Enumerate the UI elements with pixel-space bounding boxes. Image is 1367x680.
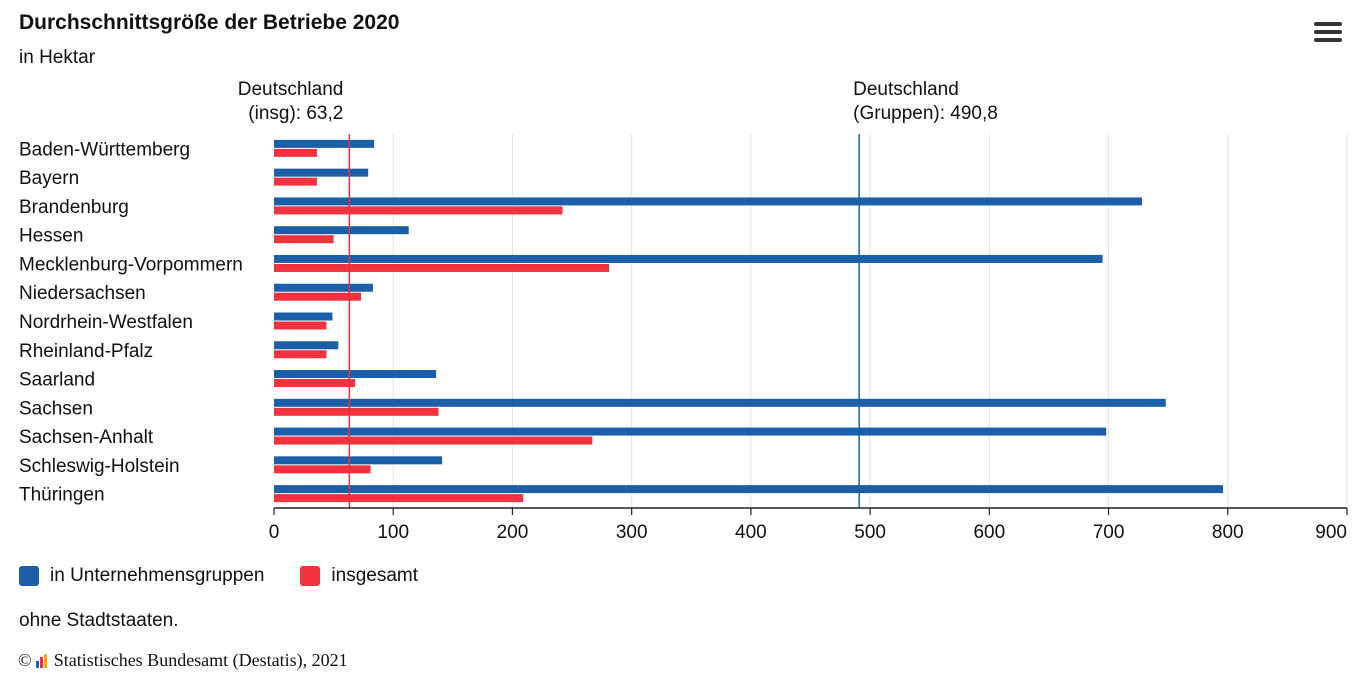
grid-lines	[392, 134, 1348, 508]
bar-insgesamt[interactable]	[274, 235, 334, 244]
bar-unternehmensgruppen[interactable]	[274, 485, 1224, 494]
bars	[274, 139, 1224, 503]
bar-unternehmensgruppen[interactable]	[274, 370, 437, 379]
x-tick-label: 800	[1212, 522, 1244, 543]
x-tick-label: 500	[854, 522, 886, 543]
bar-chart: Deutschland (insg): 63,2 Deutschland (Grupp…	[19, 79, 1348, 543]
legend-swatch-red	[300, 566, 321, 586]
category-label: Mecklenburg-Vorpommern	[19, 254, 243, 275]
category-label: Sachsen-Anhalt	[19, 427, 154, 448]
chart-title: Durchschnittsgröße der Betriebe 2020	[19, 11, 400, 34]
reference-label: Deutschland	[238, 79, 344, 100]
category-label: Rheinland-Pfalz	[19, 341, 153, 362]
bar-unternehmensgruppen[interactable]	[274, 456, 443, 465]
bar-insgesamt[interactable]	[274, 494, 524, 503]
legend-label: insgesamt	[331, 565, 419, 586]
reference-label: Deutschland	[853, 79, 959, 100]
bar-unternehmensgruppen[interactable]	[274, 226, 409, 235]
bar-insgesamt[interactable]	[274, 407, 439, 416]
bar-unternehmensgruppen[interactable]	[274, 139, 375, 148]
x-tick-label: 900	[1315, 522, 1347, 543]
category-label: Bayern	[19, 168, 79, 189]
bar-unternehmensgruppen[interactable]	[274, 283, 373, 292]
x-tick-label: 100	[377, 522, 409, 543]
bar-insgesamt[interactable]	[274, 148, 317, 157]
bar-unternehmensgruppen[interactable]	[274, 341, 339, 350]
category-label: Niedersachsen	[19, 283, 146, 304]
bar-unternehmensgruppen[interactable]	[274, 168, 369, 177]
bar-insgesamt[interactable]	[274, 321, 327, 330]
bar-insgesamt[interactable]	[274, 436, 593, 445]
bar-unternehmensgruppen[interactable]	[274, 312, 333, 321]
category-label: Nordrhein-Westfalen	[19, 312, 193, 333]
legend: in Unternehmensgruppen insgesamt	[19, 565, 454, 587]
bar-insgesamt[interactable]	[274, 350, 327, 359]
chart-subtitle: in Hektar	[19, 47, 96, 68]
category-label: Thüringen	[19, 485, 105, 506]
bar-insgesamt[interactable]	[274, 379, 356, 388]
x-tick-label: 600	[973, 522, 1005, 543]
bar-unternehmensgruppen[interactable]	[274, 197, 1142, 206]
source-credit: © Statistisches Bundesamt (Destatis), 20…	[18, 650, 348, 671]
category-label: Schleswig-Holstein	[19, 456, 180, 477]
category-labels: Baden-Württemberg Bayern Brandenburg Hessen…	[19, 139, 243, 505]
bar-insgesamt[interactable]	[274, 292, 362, 301]
x-tick-label: 400	[735, 522, 767, 543]
reference-lines: Deutschland (insg): 63,2 Deutschland (Grupp…	[238, 79, 998, 508]
legend-item-insgesamt[interactable]: insgesamt	[300, 565, 418, 587]
bar-unternehmensgruppen[interactable]	[274, 398, 1166, 407]
category-label: Baden-Württemberg	[19, 139, 190, 160]
footnote: ohne Stadtstaaten.	[19, 610, 179, 631]
bar-insgesamt[interactable]	[274, 177, 317, 186]
destatis-logo-icon	[35, 653, 48, 668]
category-label: Saarland	[19, 370, 95, 391]
x-axis: 0 100 200 300 400 500 600 700 800 900	[269, 507, 1348, 543]
hamburger-menu-icon[interactable]	[1314, 22, 1342, 44]
bar-unternehmensgruppen[interactable]	[274, 254, 1103, 263]
copyright-symbol: ©	[18, 650, 32, 670]
bar-unternehmensgruppen[interactable]	[274, 427, 1107, 436]
bar-insgesamt[interactable]	[274, 206, 563, 215]
category-label: Sachsen	[19, 398, 93, 419]
reference-value: (Gruppen): 490,8	[853, 103, 998, 124]
x-tick-label: 200	[497, 522, 529, 543]
category-label: Brandenburg	[19, 197, 129, 218]
x-tick-label: 300	[616, 522, 648, 543]
x-tick-label: 0	[269, 522, 280, 543]
source-text: Statistisches Bundesamt (Destatis), 2021	[53, 650, 348, 670]
bar-insgesamt[interactable]	[274, 465, 371, 474]
bar-insgesamt[interactable]	[274, 263, 610, 272]
category-label: Hessen	[19, 226, 83, 247]
x-tick-label: 700	[1093, 522, 1125, 543]
reference-value: (insg): 63,2	[248, 103, 343, 124]
legend-label: in Unternehmensgruppen	[50, 565, 265, 586]
legend-swatch-blue	[19, 566, 39, 586]
legend-item-unternehmensgruppen[interactable]: in Unternehmensgruppen	[19, 565, 264, 587]
